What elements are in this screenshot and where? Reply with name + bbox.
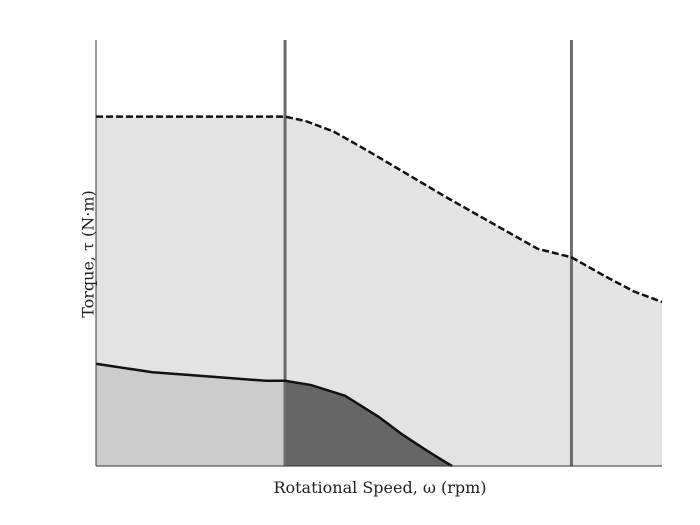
lower-solid-curve bbox=[95, 362, 453, 468]
lower-region-2 bbox=[285, 380, 453, 466]
y-axis-label: Torque, τ (N·m) bbox=[78, 190, 98, 318]
x-axis-label: Rotational Speed, ω (rpm) bbox=[273, 478, 487, 497]
lower-region-1 bbox=[96, 363, 286, 466]
upper-dashed-curve bbox=[96, 115, 663, 304]
